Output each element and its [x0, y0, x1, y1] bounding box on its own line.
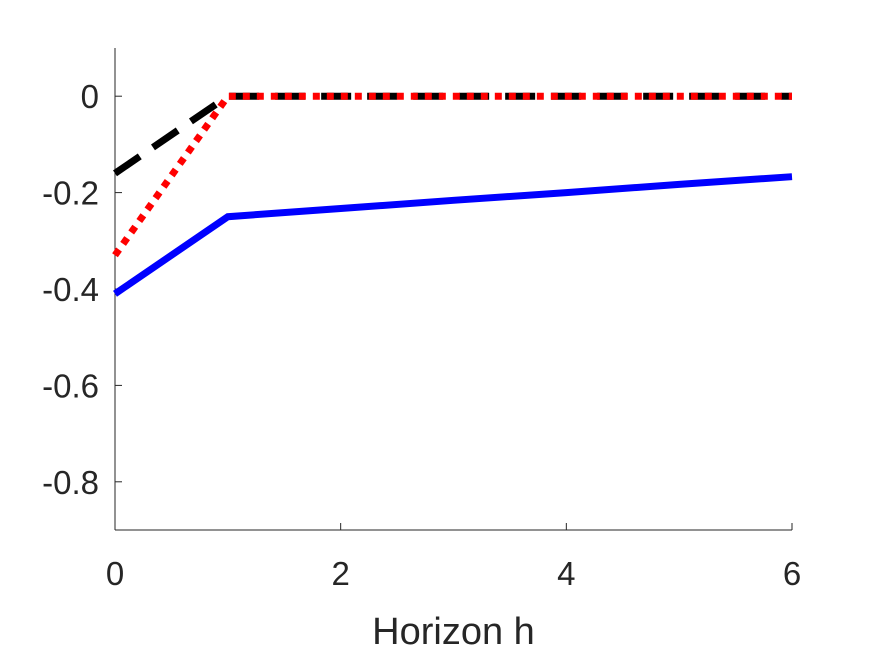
x-tick-label: 2 [331, 555, 349, 592]
x-axis-title: Horizon h [372, 611, 535, 653]
y-tick-label: -0.6 [42, 367, 99, 404]
series-line-dashed [113, 92, 792, 177]
y-tick-label: -0.4 [42, 271, 99, 308]
y-tick-label: -0.8 [42, 464, 99, 501]
series-layer [112, 92, 793, 297]
x-tick-label: 4 [557, 555, 575, 592]
y-ticks: 0 -0.2 -0.4 -0.6 -0.8 [42, 78, 122, 501]
axes [114, 48, 792, 531]
y-tick-label: -0.2 [42, 175, 99, 212]
series-line-dotted [112, 92, 792, 258]
x-ticks: 0 2 4 6 [106, 523, 801, 592]
y-tick-label: 0 [81, 78, 99, 115]
series-line-solid [113, 173, 793, 297]
x-tick-label: 6 [783, 555, 801, 592]
x-tick-label: 0 [106, 555, 124, 592]
